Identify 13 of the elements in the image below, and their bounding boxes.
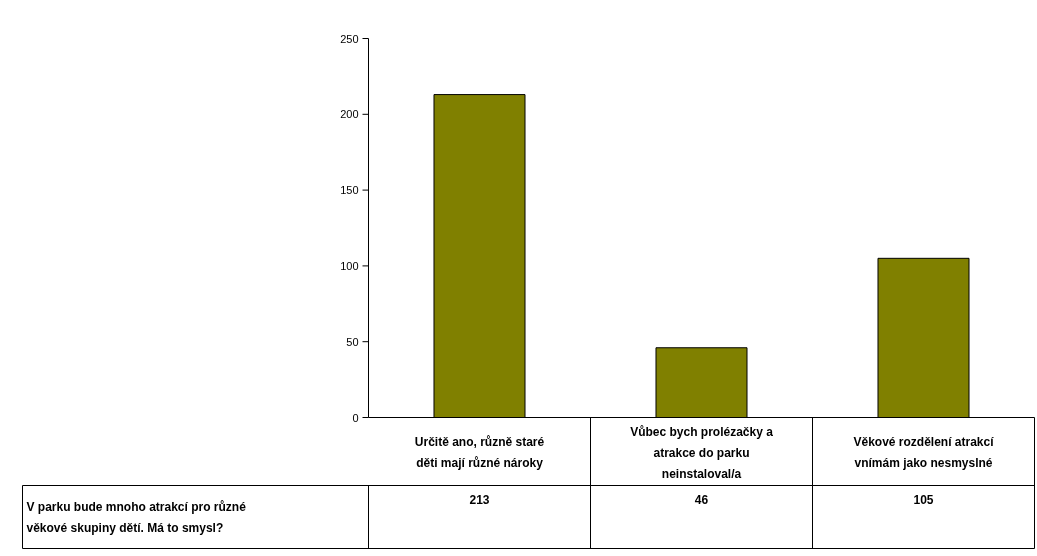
y-tick-label: 200 xyxy=(340,108,359,121)
data-label: 105 xyxy=(913,493,934,507)
x-tick-label: Určitě ano, různě staré děti mají různé nároky xyxy=(414,435,545,470)
y-tick-label: 50 xyxy=(346,335,359,348)
text: V parku bude mnoho atrakcí pro různé věkové skupiny dětí. Má to smysl? xyxy=(26,499,247,535)
x-tick-label: Vůbec bych prolézačky a atrakce do parku neinstaloval/a xyxy=(630,424,774,481)
y-tick-label: 100 xyxy=(340,259,359,272)
y-tick-label: 0 xyxy=(352,411,359,424)
y-tick-label: 150 xyxy=(340,184,359,197)
x-tick-label: Věkové rozdělení atrakcí vnímám jako nesmyslné xyxy=(853,435,995,470)
data-label: 46 xyxy=(694,493,709,507)
data-label: 213 xyxy=(469,493,490,507)
y-tick-label: 250 xyxy=(340,32,359,45)
